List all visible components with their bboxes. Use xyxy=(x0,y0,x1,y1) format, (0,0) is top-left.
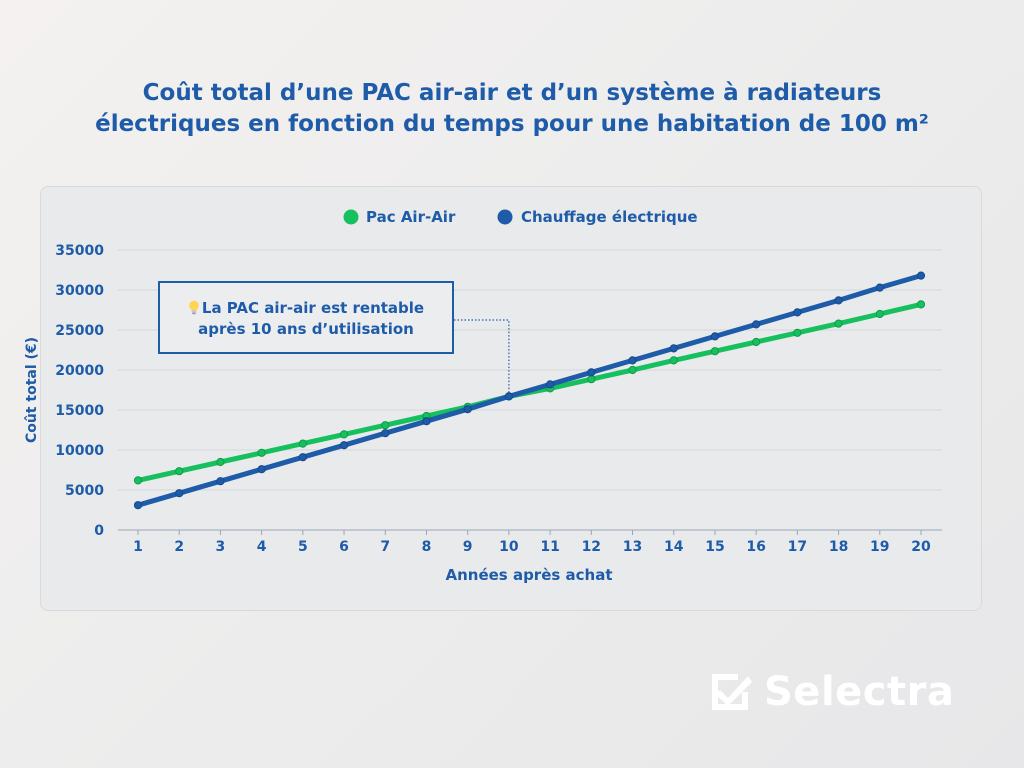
title-line-1: Coût total d’une PAC air-air et d’un sys… xyxy=(142,80,882,106)
data-point xyxy=(875,283,884,292)
data-point xyxy=(710,347,720,356)
data-point xyxy=(793,308,802,317)
data-point xyxy=(834,319,843,328)
x-tick-label: 16 xyxy=(746,539,765,555)
data-point xyxy=(216,457,225,467)
y-tick-label: 20000 xyxy=(55,363,104,379)
x-tick-label: 20 xyxy=(911,539,931,555)
x-tick-labels: 1 2 3 4 5 6 7 8 9 10 11 12 13 14 15 16 17 18 19 20 xyxy=(133,530,931,555)
y-tick-label: 0 xyxy=(94,523,104,539)
data-point xyxy=(339,441,349,450)
x-tick-label: 8 xyxy=(422,539,432,555)
data-point xyxy=(298,453,307,462)
legend-marker xyxy=(343,209,359,225)
data-point xyxy=(298,439,307,448)
x-tick-label: 3 xyxy=(216,539,226,555)
lightbulb-icon xyxy=(189,300,199,315)
data-point xyxy=(422,417,431,426)
y-tick-label: 30000 xyxy=(55,283,104,299)
data-point xyxy=(916,271,926,280)
legend-marker xyxy=(497,209,513,225)
data-point xyxy=(133,476,143,485)
data-point xyxy=(546,380,555,389)
data-point xyxy=(628,356,637,365)
data-point xyxy=(175,489,184,498)
x-tick-label: 6 xyxy=(339,539,349,555)
legend: Pac Air-Air Chauffage électrique xyxy=(343,208,698,226)
series-chauffage-electrique xyxy=(133,271,926,510)
x-tick-label: 18 xyxy=(829,539,848,555)
data-point xyxy=(381,421,390,430)
chart-title: Coût total d’une PAC air-air et d’un sys… xyxy=(0,78,1024,140)
data-point xyxy=(834,296,843,305)
x-tick-label: 10 xyxy=(499,539,519,555)
y-tick-label: 10000 xyxy=(55,443,104,459)
x-tick-label: 11 xyxy=(540,539,559,555)
series-line xyxy=(135,273,924,508)
x-tick-label: 17 xyxy=(788,539,807,555)
y-tick-label: 25000 xyxy=(55,323,104,339)
annotation-leader xyxy=(454,319,510,397)
data-point xyxy=(752,320,761,329)
data-point xyxy=(587,375,596,384)
x-tick-label: 2 xyxy=(174,539,184,555)
x-tick-label: 13 xyxy=(623,539,642,555)
data-point xyxy=(257,465,266,474)
legend-label: Pac Air-Air xyxy=(366,208,456,226)
x-tick-label: 7 xyxy=(380,539,390,555)
data-point xyxy=(793,328,802,337)
data-point xyxy=(133,501,143,510)
data-point xyxy=(216,477,225,486)
annotation-text-1: La PAC air-air est rentable xyxy=(201,299,425,317)
y-tick-label: 35000 xyxy=(55,243,104,259)
annotation-box: La PAC air-air est rentable après 10 ans… xyxy=(158,281,454,354)
data-point xyxy=(916,300,926,309)
annotation-text-2: après 10 ans d’utilisation xyxy=(198,320,414,338)
data-point xyxy=(463,405,472,414)
x-tick-label: 5 xyxy=(298,539,308,555)
data-point xyxy=(257,448,266,457)
data-point xyxy=(587,368,596,377)
data-point xyxy=(628,365,637,375)
y-tick-labels: 0 5000 10000 15000 20000 25000 30000 35000 xyxy=(55,243,104,539)
x-tick-label: 4 xyxy=(257,539,267,555)
title-line-2: électriques en fonction du temps pour un… xyxy=(95,111,929,137)
data-point xyxy=(752,337,761,347)
data-point xyxy=(669,356,678,365)
x-tick-label: 14 xyxy=(664,539,684,555)
y-tick-label: 5000 xyxy=(65,483,104,499)
data-point xyxy=(381,429,390,438)
check-box-icon xyxy=(712,674,752,710)
x-tick-label: 9 xyxy=(463,539,473,555)
data-point xyxy=(339,430,349,439)
series-lines xyxy=(133,271,926,510)
y-tick-label: 15000 xyxy=(55,403,104,419)
x-tick-label: 1 xyxy=(133,539,143,555)
annotation-line-1: La PAC air-air est rentable xyxy=(188,299,424,317)
x-tick-label: 19 xyxy=(870,539,889,555)
data-point xyxy=(175,467,184,476)
annotation-leader-line xyxy=(454,319,510,397)
selectra-logo: Selectra xyxy=(706,664,986,720)
data-point xyxy=(669,344,678,353)
legend-label: Chauffage électrique xyxy=(521,208,698,226)
data-point xyxy=(710,332,720,341)
x-tick-label: 15 xyxy=(705,539,724,555)
y-axis-label: Coût total (€) xyxy=(24,337,40,443)
logo-text: Selectra xyxy=(764,669,955,715)
x-axis-label: Années après achat xyxy=(445,566,612,584)
x-tick-label: 12 xyxy=(582,539,601,555)
data-point xyxy=(504,392,513,401)
data-point xyxy=(875,309,884,319)
